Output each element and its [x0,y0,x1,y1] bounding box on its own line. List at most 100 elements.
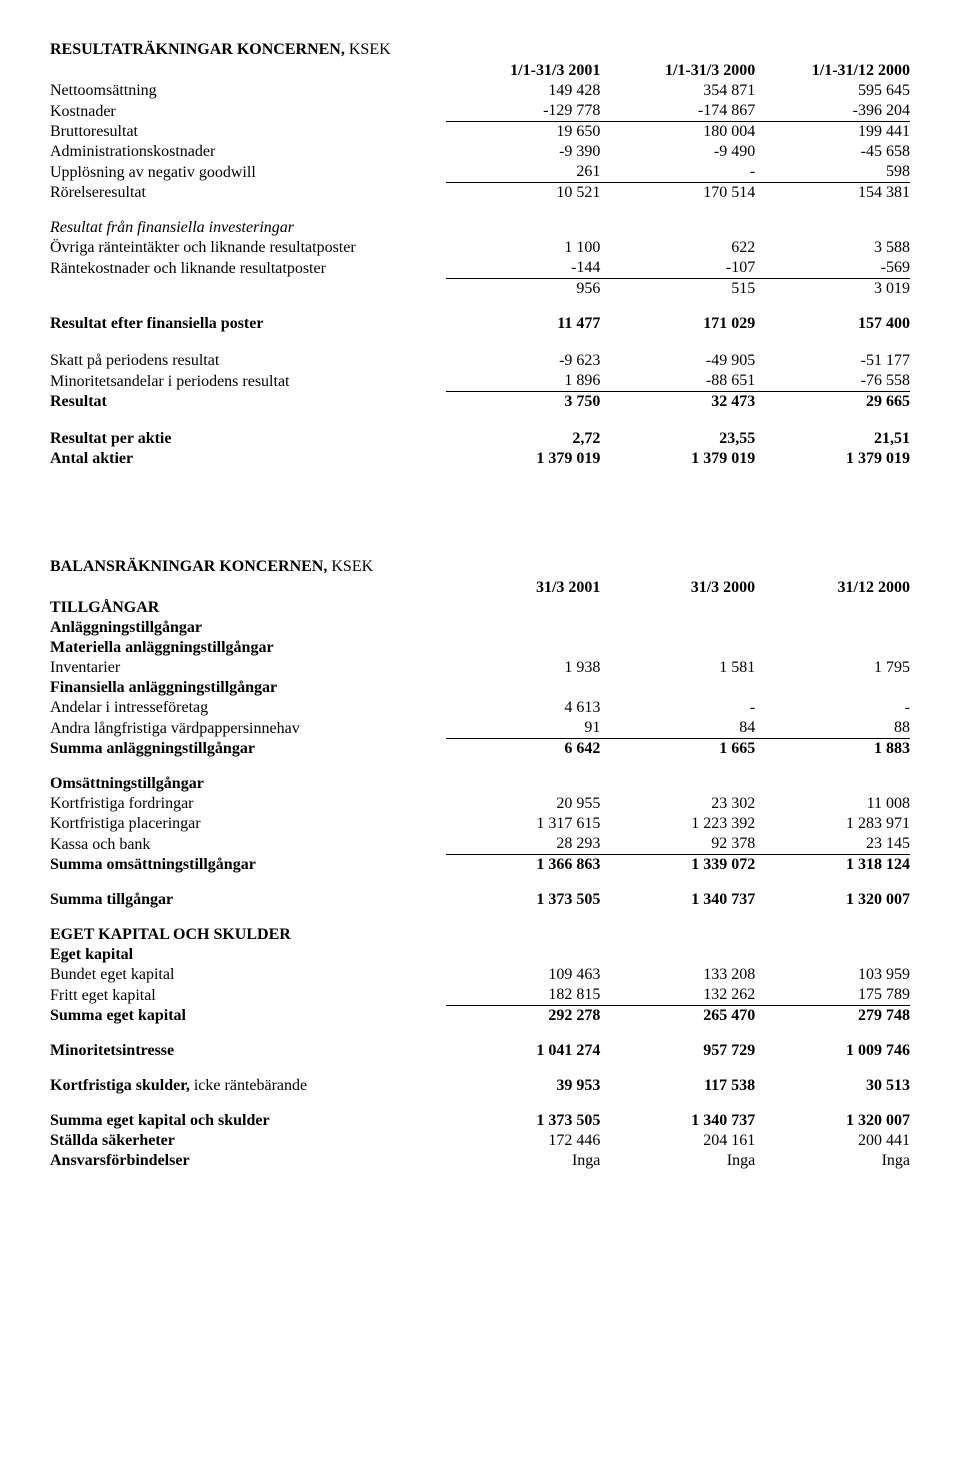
row-value: 92 378 [600,834,755,855]
table-row: Kassa och bank28 29392 37823 145 [50,834,910,855]
row-value: 133 208 [600,965,755,985]
row-value: -45 658 [755,142,910,162]
table-row: Bundet eget kapital109 463133 208103 959 [50,965,910,985]
table-row: Övriga ränteintäkter och liknande result… [50,238,910,258]
income-col-2: 1/1-31/3 2000 [600,61,755,81]
row-value: 170 514 [600,183,755,204]
contingent-label: Ansvarsförbindelser [50,1151,446,1171]
row-value: 23 302 [600,794,755,814]
table-row: Kortfristiga fordringar20 95523 30211 00… [50,794,910,814]
current-assets-heading: Omsättningstillgångar [50,759,446,794]
row-value: -144 [446,258,601,279]
row-value: 354 871 [600,81,755,101]
row-value: - [755,698,910,718]
table-row: Räntekostnader och liknande resultatpost… [50,258,910,279]
row-value: 622 [600,238,755,258]
balance-col-1: 31/3 2001 [446,578,601,598]
table-row: Fritt eget kapital182 815132 262175 789 [50,985,910,1006]
row-value: 84 [600,718,755,739]
equity-sub-heading: Eget kapital [50,945,446,965]
row-label: Bundet eget kapital [50,965,446,985]
row-label: Kortfristiga placeringar [50,814,446,834]
row-value: 199 441 [755,122,910,143]
row-value: 175 789 [755,985,910,1006]
row-value: - [600,162,755,183]
row-value: 182 815 [446,985,601,1006]
row-value: 23,55 [600,429,755,449]
row-value: 1 896 [446,371,601,392]
row-value: -569 [755,258,910,279]
row-value: -396 204 [755,101,910,122]
sum-current-label: Summa omsättningstillgångar [50,855,446,876]
row-value: 91 [446,718,601,739]
row-value: 1 379 019 [600,449,755,469]
table-row: Andra långfristiga värdpappersinnehav918… [50,718,910,739]
row-value: 20 955 [446,794,601,814]
row-value: 149 428 [446,81,601,101]
row-value: 598 [755,162,910,183]
income-title: RESULTATRÄKNINGAR KONCERNEN, KSEK [50,40,446,61]
income-col-3: 1/1-31/12 2000 [755,61,910,81]
row-value: -9 490 [600,142,755,162]
row-value: 3 588 [755,238,910,258]
income-statement-table: RESULTATRÄKNINGAR KONCERNEN, KSEK 1/1-31… [50,40,910,469]
row-value: 109 463 [446,965,601,985]
row-value: 1 283 971 [755,814,910,834]
row-value: -76 558 [755,371,910,392]
equity-liab-heading: EGET KAPITAL OCH SKULDER [50,910,446,945]
row-value: 1 938 [446,658,601,678]
row-value: 1 581 [600,658,755,678]
row-value: 1 379 019 [755,449,910,469]
table-row: Inventarier1 9381 5811 795 [50,658,910,678]
short-liab-label: Kortfristiga skulder, icke räntebärande [50,1061,446,1096]
balance-col-3: 31/12 2000 [755,578,910,598]
row-label: Andelar i intresseföretag [50,698,446,718]
row-label: Upplösning av negativ goodwill [50,162,446,183]
row-label: Rörelseresultat [50,183,446,204]
table-row: Kortfristiga placeringar1 317 6151 223 3… [50,814,910,834]
row-value: 28 293 [446,834,601,855]
row-label: Fritt eget kapital [50,985,446,1006]
row-label: Resultat per aktie [50,429,446,449]
row-value: 261 [446,162,601,183]
after-fin-label: Resultat efter finansiella poster [50,299,446,334]
table-row: Minoritetsandelar i periodens resultat1 … [50,371,910,392]
table-row: 9565153 019 [50,279,910,300]
fin-invest-heading: Resultat från finansiella investeringar [50,203,446,238]
pledged-label: Ställda säkerheter [50,1131,446,1151]
row-value: 3 019 [755,279,910,300]
row-value: - [600,698,755,718]
row-value: 1 100 [446,238,601,258]
row-value: -174 867 [600,101,755,122]
row-value: 154 381 [755,183,910,204]
row-label: Kostnader [50,101,446,122]
table-row: Rörelseresultat10 521170 514154 381 [50,183,910,204]
row-value: 23 145 [755,834,910,855]
row-label: Bruttoresultat [50,122,446,143]
row-value: -129 778 [446,101,601,122]
row-label: Räntekostnader och liknande resultatpost… [50,258,446,279]
row-value: 88 [755,718,910,739]
tangible-heading: Materiella anläggningstillgångar [50,638,446,658]
row-value: -107 [600,258,755,279]
row-value: -51 177 [755,351,910,371]
row-value: 956 [446,279,601,300]
balance-col-2: 31/3 2000 [600,578,755,598]
row-value: 132 262 [600,985,755,1006]
financial-assets-heading: Finansiella anläggningstillgångar [50,678,446,698]
row-label [50,279,446,300]
row-value: 1 317 615 [446,814,601,834]
result-label: Resultat [50,392,446,413]
table-row: Antal aktier1 379 0191 379 0191 379 019 [50,449,910,469]
table-row: Administrationskostnader-9 390-9 490-45 … [50,142,910,162]
row-label: Inventarier [50,658,446,678]
table-row: Upplösning av negativ goodwill261-598 [50,162,910,183]
table-row: Bruttoresultat19 650180 004199 441 [50,122,910,143]
row-value: -9 623 [446,351,601,371]
row-value: 2,72 [446,429,601,449]
row-value: 180 004 [600,122,755,143]
row-value: 103 959 [755,965,910,985]
row-label: Övriga ränteintäkter och liknande result… [50,238,446,258]
row-value: 595 645 [755,81,910,101]
row-value: 515 [600,279,755,300]
